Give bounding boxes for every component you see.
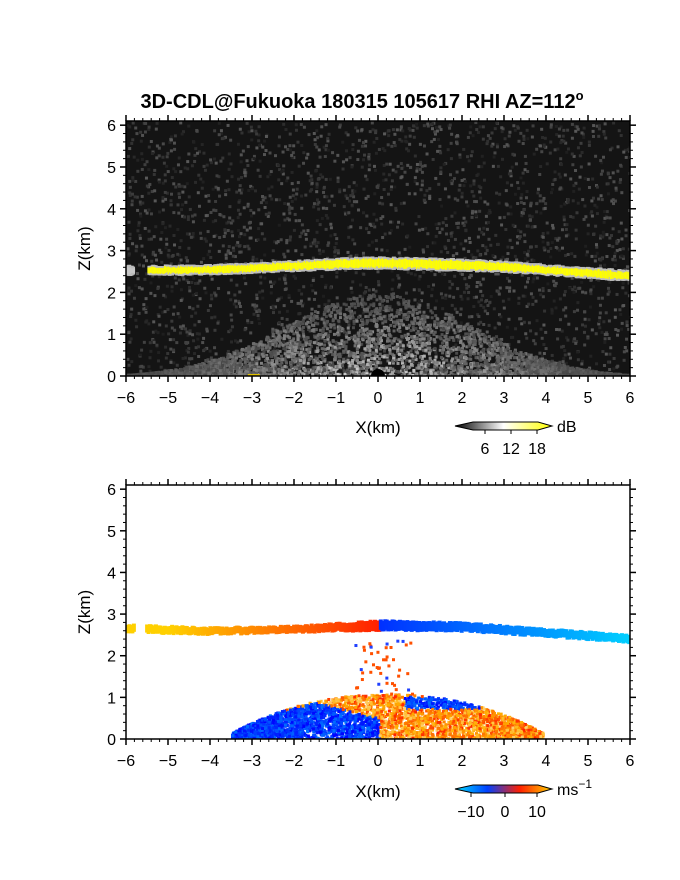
x-tick-label: −1 <box>327 753 345 770</box>
y-tick-label: 2 <box>107 649 116 666</box>
colorbar-tick-label: −10 <box>457 804 484 821</box>
y-tick-label: 5 <box>107 160 116 177</box>
x-tick-label: −1 <box>327 390 345 407</box>
y-tick-label: 3 <box>107 244 116 261</box>
cloud-layer <box>126 256 630 282</box>
chart-title: 3D-CDL@Fukuoka 180315 105617 RHI AZ=112o <box>140 88 583 113</box>
x-tick-label: −3 <box>243 390 261 407</box>
x-tick-label: 3 <box>500 390 509 407</box>
plot-area <box>126 485 630 739</box>
x-tick-label: −6 <box>117 390 135 407</box>
x-tick-label: 1 <box>416 390 425 407</box>
x-axis-label: X(km) <box>355 418 400 437</box>
x-tick-label: 3 <box>500 753 509 770</box>
x-tick-label: 0 <box>374 390 383 407</box>
y-tick-label: 0 <box>107 732 116 749</box>
x-tick-label: −2 <box>285 390 303 407</box>
y-tick-label: 5 <box>107 524 116 541</box>
colorbar-unit: dB <box>557 419 577 436</box>
colorbar-tick-label: 10 <box>528 804 546 821</box>
x-tick-label: −4 <box>201 753 219 770</box>
x-tick-label: −3 <box>243 753 261 770</box>
y-axis-label: Z(km) <box>75 226 94 270</box>
y-tick-label: 3 <box>107 607 116 624</box>
x-tick-label: 1 <box>416 753 425 770</box>
x-tick-label: 0 <box>374 753 383 770</box>
x-axis-label: X(km) <box>355 782 400 801</box>
x-tick-label: 4 <box>542 390 551 407</box>
x-tick-label: 2 <box>458 753 467 770</box>
y-tick-label: 6 <box>107 482 116 499</box>
plot-area <box>126 121 630 376</box>
x-tick-label: 6 <box>626 753 635 770</box>
y-tick-label: 2 <box>107 285 116 302</box>
colorbar-unit-exponent: −1 <box>578 777 592 791</box>
x-tick-label: −4 <box>201 390 219 407</box>
surface-echo <box>247 374 260 376</box>
y-tick-label: 4 <box>107 202 116 219</box>
colorbar-tick-label: 12 <box>502 441 520 458</box>
x-tick-label: −5 <box>159 390 177 407</box>
y-tick-label: 4 <box>107 565 116 582</box>
y-tick-label: 6 <box>107 118 116 135</box>
x-tick-label: 5 <box>584 390 593 407</box>
colorbar-unit: ms−1 <box>557 777 592 799</box>
x-tick-label: 4 <box>542 753 551 770</box>
cloud-layer <box>126 619 630 645</box>
x-tick-label: 5 <box>584 753 593 770</box>
colorbar-tick-label: 18 <box>528 441 546 458</box>
colorbar: 6 12 18 dB <box>454 419 577 458</box>
x-tick-label: −6 <box>117 753 135 770</box>
y-axis-label: Z(km) <box>75 590 94 634</box>
radar-site-marker <box>371 369 385 376</box>
colorbar-ramp <box>454 784 554 794</box>
x-tick-label: −2 <box>285 753 303 770</box>
x-tick-label: 2 <box>458 390 467 407</box>
x-tick-label: −5 <box>159 753 177 770</box>
y-tick-label: 1 <box>107 690 116 707</box>
colorbar-tick-label: 0 <box>501 804 510 821</box>
boundary-layer-echo <box>231 639 545 739</box>
colorbar-tick-label: 6 <box>481 441 490 458</box>
chart-title-degree: o <box>576 88 584 103</box>
colorbar: −10 0 10 ms−1 <box>454 777 592 821</box>
colorbar-ramp <box>454 421 554 431</box>
y-tick-label: 1 <box>107 327 116 344</box>
chart-title-main: 3D-CDL@Fukuoka 180315 105617 RHI AZ=112 <box>140 91 575 113</box>
y-tick-label: 0 <box>107 369 116 386</box>
x-tick-label: 6 <box>626 390 635 407</box>
